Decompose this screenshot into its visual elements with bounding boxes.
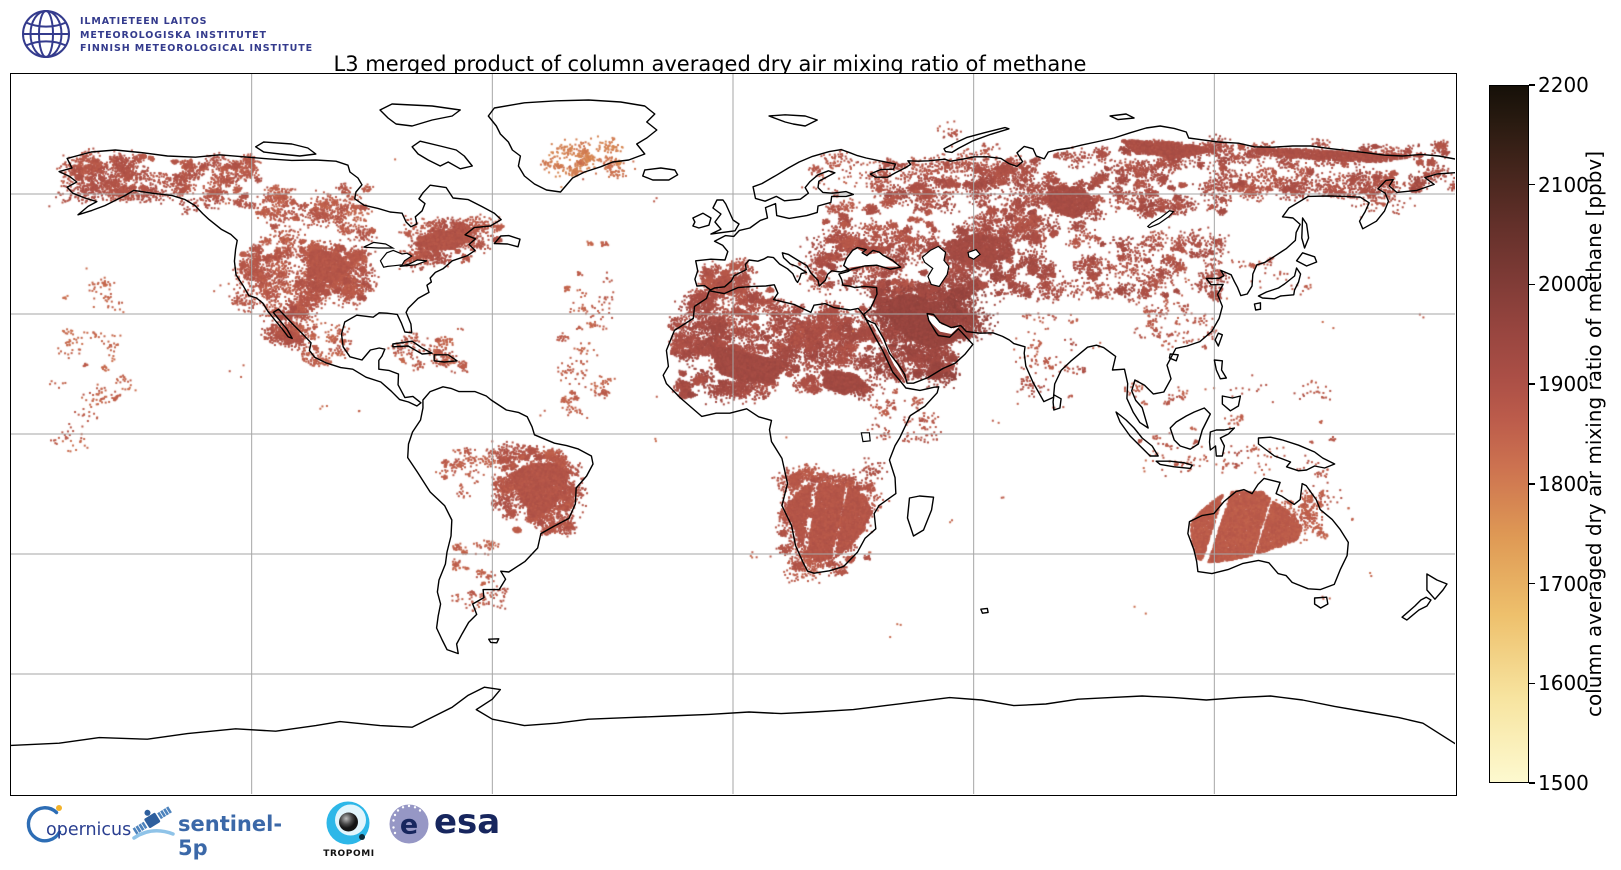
colorbar-tick-label: 2200 [1538,73,1589,97]
coastline-path [907,496,933,536]
colorbar-tick-label: 2000 [1538,272,1589,297]
coastline-path [59,150,501,406]
colorbar-tick [1529,582,1535,585]
sea-mask [927,314,960,334]
colorbar-tick-label: 1800 [1538,471,1589,496]
fmi-name-line: ILMATIETEEN LAITOS [80,16,208,27]
coastline-path [1215,333,1222,346]
coastline-path [663,285,939,573]
coastline-path [11,687,1455,794]
coastline-path [643,168,678,180]
copernicus-logo: opernicus [18,800,132,852]
coastline-path [488,100,656,192]
coastline-path [1110,114,1134,120]
coastline-path [1169,354,1178,361]
colorbar-tick [1529,84,1535,86]
colorbar-tick-label: 1600 [1538,671,1589,696]
coastline-path [711,200,739,234]
lake-outline [968,250,980,260]
coastline-path [769,115,817,126]
coastline-path [1053,395,1061,410]
coastline-path [1297,253,1317,266]
coastline-path [1214,360,1226,379]
fmi-name-line: METEOROLOGISKA INSTITUTET [80,29,267,41]
coastline-path [1188,478,1348,589]
coastline-path [1258,437,1334,471]
coastline-path [1210,428,1235,456]
sentinel5p-wordmark: sentinel-5p [178,812,283,860]
coastline-path [1222,396,1240,411]
coastline-path [412,141,472,169]
world-map-panel [10,73,1457,796]
lake-outline [922,246,948,286]
fmi-name-line: FINNISH METEOROLOGICAL INSTITUTE [80,43,314,54]
coastline-path [1254,303,1260,310]
coastline-path [1315,597,1328,608]
coastline-path [695,126,1455,428]
fmi-logo-icon [22,10,70,58]
esa-wordmark: esa [434,802,501,842]
copernicus-arc-icon [26,805,62,843]
colorbar-tick [1529,183,1535,186]
coastline-path [693,213,711,228]
colorbar-tick-label: 1500 [1538,771,1589,795]
coastline-path [1170,408,1210,449]
lake-outline [400,260,427,266]
esa-disc-letter: e [400,810,418,841]
lake-outline [380,250,411,267]
colorbar-axis-label: column averaged dry air mixing ratio of … [1582,150,1606,718]
colorbar-tick-label: 2100 [1538,172,1589,197]
sea-mask [865,314,907,383]
coastline-path [1427,574,1447,599]
colorbar [1489,85,1529,783]
colorbar-tick-label: 1700 [1538,571,1589,596]
colorbar-tick [1529,483,1535,485]
copernicus-wordmark: opernicus [46,820,132,840]
lake-outline [364,242,393,248]
colorbar-tick [1529,782,1535,784]
sea-mask [844,248,900,268]
coastline-path [1302,218,1309,248]
coastline-path [1156,461,1192,468]
colorbar-tick [1529,283,1535,286]
tropomi-globe-icon [326,801,370,845]
coastline-path [256,142,316,156]
colorbar-tick [1529,682,1535,685]
esa-logo: e esa [388,801,501,851]
coastline-path [1258,268,1300,299]
lake-outline [1148,211,1174,228]
coastline-path [380,104,460,126]
coastline-path [494,236,520,247]
world-map-svg [11,74,1455,794]
coastline-path [434,355,457,362]
coastline-path [1402,597,1431,620]
satellite-icon [132,806,175,840]
colorbar-tick-label: 1900 [1538,372,1589,397]
tropomi-wordmark: TROPOMI [323,849,375,859]
page-title: L3 merged product of column averaged dry… [333,52,1087,76]
copernicus-dot-icon [56,805,62,811]
coastline-path [1116,412,1158,456]
lake-outline [861,433,870,442]
fmi-institute-name: ILMATIETEEN LAITOS METEOROLOGISKA INSTIT… [80,15,313,56]
coastline-path [944,128,1009,153]
tropomi-logo: TROPOMI [322,799,376,865]
coastline-path [393,341,432,354]
sentinel5p-logo: sentinel-5p [128,798,298,860]
coastline-path [408,387,593,654]
coastline-path [489,639,499,643]
esa-disc-icon: e [389,804,429,844]
coastline-path [981,608,988,613]
colorbar-tick [1529,383,1535,385]
